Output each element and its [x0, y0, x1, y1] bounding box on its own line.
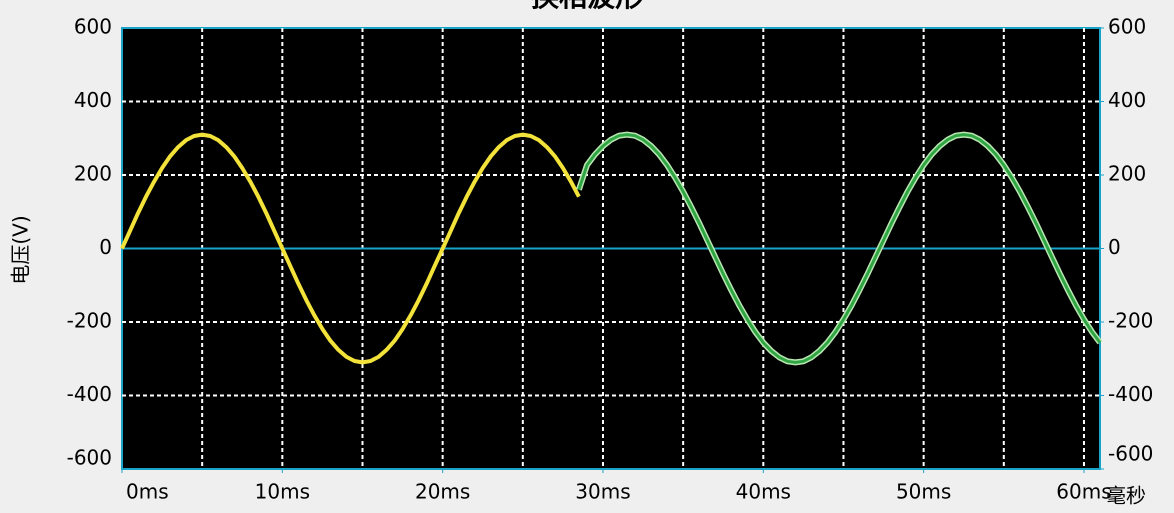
- y2-tick-label: -600: [1108, 442, 1153, 466]
- y2-tick-label: 0: [1108, 235, 1121, 259]
- series-line: [120, 132, 581, 365]
- y-tick-label: -600: [67, 446, 112, 470]
- y-tick-label: -200: [67, 309, 112, 333]
- y-tick-label: 0: [99, 235, 112, 259]
- y2-tick-label: 600: [1108, 15, 1146, 39]
- y-tick-label: -400: [67, 382, 112, 406]
- y2-tick-label: -200: [1108, 309, 1153, 333]
- x-tick-label: 20ms: [415, 480, 470, 504]
- x-tick-label: 60ms: [1056, 480, 1111, 504]
- x-tick-label: 10ms: [255, 480, 310, 504]
- x-tick-label: 40ms: [736, 480, 791, 504]
- y-axis-label: 电压(V): [9, 215, 33, 284]
- y-tick-label: 600: [74, 15, 112, 39]
- x-tick-label: 30ms: [575, 480, 630, 504]
- y2-tick-label: -400: [1108, 382, 1153, 406]
- series-line: [577, 133, 1102, 364]
- y-tick-label: 200: [74, 162, 112, 186]
- x-tick-label: 0ms: [126, 480, 169, 504]
- y2-tick-label: 200: [1108, 162, 1146, 186]
- x-tick-label: 50ms: [896, 480, 951, 504]
- x-axis-label: 毫秒: [1106, 484, 1146, 508]
- chart-title: 换相波形: [531, 0, 643, 13]
- y-tick-label: 400: [74, 88, 112, 112]
- y2-tick-label: 400: [1108, 88, 1146, 112]
